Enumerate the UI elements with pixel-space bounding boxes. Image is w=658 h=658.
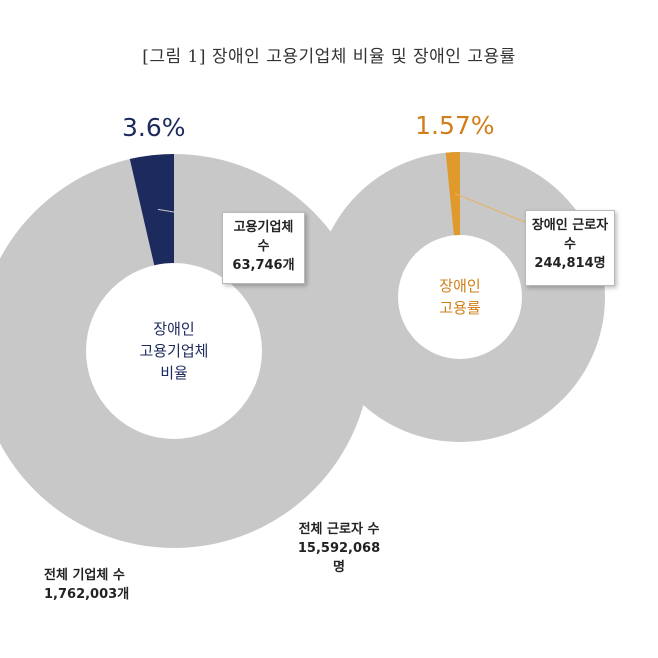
label-total-companies-name: 전체 기업체 수 <box>44 568 125 583</box>
callout-disabled-workers-label: 장애인 근로자 수 <box>531 218 609 252</box>
callout-employing-companies-label: 고용기업체 수 <box>233 220 294 254</box>
slice-disabled-workers <box>445 152 460 236</box>
leader-line-employing-companies <box>157 208 223 221</box>
percent-label-right: 1.57% <box>415 111 494 140</box>
label-total-workers-value: 15,592,068명 <box>297 541 381 575</box>
center-label-right-line2: 고용률 <box>439 299 481 317</box>
callout-employing-companies-value: 63,746개 <box>232 258 295 273</box>
callout-employing-companies: 고용기업체 수 63,746개 <box>222 212 305 284</box>
center-label-left-line2: 고용기업체 <box>139 342 208 360</box>
label-total-companies: 전체 기업체 수 1,762,003개 <box>44 566 129 604</box>
label-total-companies-value: 1,762,003개 <box>44 587 130 602</box>
callout-disabled-workers: 장애인 근로자 수 244,814명 <box>525 210 615 286</box>
label-total-workers: 전체 근로자 수 15,592,068명 <box>292 520 386 577</box>
center-label-left-line1: 장애인 <box>153 320 194 338</box>
percent-label-left: 3.6% <box>122 113 186 142</box>
donut-chart-left: 3.6% 장애인 고용기업체 비율 <box>0 113 371 548</box>
center-label-right-line1: 장애인 <box>439 277 480 295</box>
slice-employing-companies <box>129 154 174 266</box>
label-total-workers-name: 전체 근로자 수 <box>298 522 380 537</box>
center-label-left-line3: 비율 <box>160 364 188 382</box>
leader-line-disabled-workers <box>454 193 526 223</box>
figure-title: [그림 1] 장애인 고용기업체 비율 및 장애인 고용률 <box>142 47 516 67</box>
callout-disabled-workers-value: 244,814명 <box>534 256 606 271</box>
